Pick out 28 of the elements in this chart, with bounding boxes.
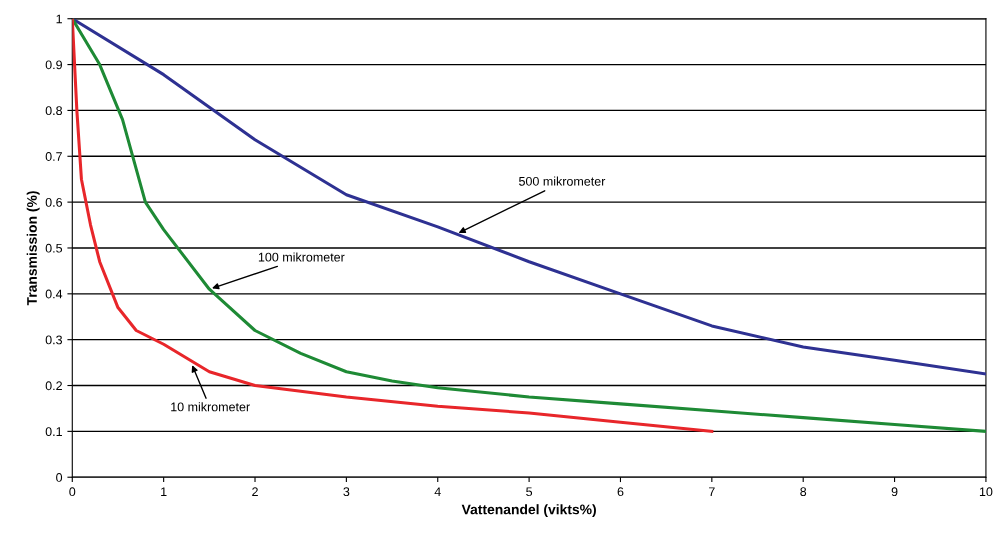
y-tick-label: 0.8 [45,106,63,116]
y-tick-label: 0.5 [45,243,63,253]
y-tick-label: 0.7 [45,152,62,161]
x-tick-label: 9 [891,487,898,497]
y-tick-label: 0.2 [45,381,62,391]
x-tick-label: 4 [434,487,441,496]
annotation: 500 mikrometer [519,176,606,186]
x-tick-label: 7 [709,487,715,496]
x-tick-label: 6 [617,487,624,497]
x-tick-label: 3 [343,487,350,497]
y-tick-label: 0.9 [45,60,62,70]
x-tick-label: 2 [252,487,258,496]
y-tick-label: 0.3 [45,335,63,345]
y-tick-label: 0.6 [45,197,63,207]
y-tick-label: 0.1 [45,427,62,437]
x-tick-label: 10 [979,487,993,497]
annotation: 100 mikrometer [258,252,345,262]
line-series [72,18,714,433]
y-axis-title: Transmission (%) [26,191,40,306]
x-tick-label: 8 [800,487,807,497]
y-tick-label: 0.4 [45,289,63,299]
annotation: 10 mikrometer [171,402,250,412]
x-axis-title: Vattenandel (vikts%) [461,504,596,518]
x-tick-label: 1 [161,487,167,496]
x-tick-label: 5 [526,487,533,497]
y-tick-label: 0 [56,473,63,482]
x-tick-label: 0 [69,487,76,497]
y-tick-label: 1 [56,14,62,24]
